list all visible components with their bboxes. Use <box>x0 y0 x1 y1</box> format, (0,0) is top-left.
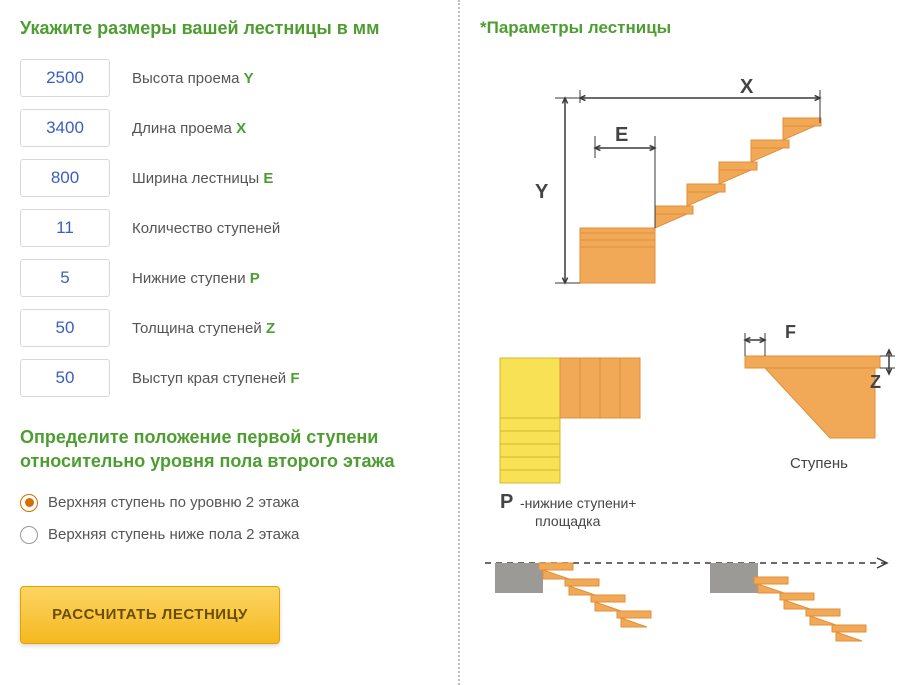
dimensions-title: Укажите размеры вашей лестницы в мм <box>20 18 438 39</box>
radio-icon <box>20 526 38 544</box>
letter-P: P <box>250 270 260 287</box>
radio-icon <box>20 494 38 512</box>
right-panel: *Параметры лестницы X E Y F Z Ступень P -нижние… <box>460 0 922 685</box>
radio-label: Верхняя ступень по уровню 2 этажа <box>48 494 299 511</box>
field-row-Y: Высота проема Y <box>20 59 438 97</box>
calculate-button[interactable]: РАССЧИТАТЬ ЛЕСТНИЦУ <box>20 586 280 644</box>
label-E: Ширина лестницы E <box>132 170 273 187</box>
stair-diagram: X E Y F Z Ступень P -нижние ступени+ площадка <box>480 58 900 668</box>
radio-option-1[interactable]: Верхняя ступень ниже пола 2 этажа <box>20 526 438 544</box>
label-F: Выступ края ступеней F <box>132 370 300 387</box>
svg-text:F: F <box>785 322 796 342</box>
position-title: Определите положение первой ступени отно… <box>20 425 438 474</box>
field-row-Z: Толщина ступеней Z <box>20 309 438 347</box>
input-X[interactable] <box>20 109 110 147</box>
field-row-X: Длина проема X <box>20 109 438 147</box>
svg-text:Z: Z <box>870 372 881 392</box>
svg-text:-нижние ступени+: -нижние ступени+ <box>520 495 636 511</box>
label-Z: Толщина ступеней Z <box>132 320 275 337</box>
fields-container: Высота проема Y Длина проема X Ширина лест… <box>20 59 438 397</box>
svg-text:площадка: площадка <box>535 513 601 529</box>
label-X: Длина проема X <box>132 120 246 137</box>
field-row-F: Выступ края ступеней F <box>20 359 438 397</box>
input-F[interactable] <box>20 359 110 397</box>
svg-text:E: E <box>615 124 628 146</box>
diagram-area: X E Y F Z Ступень P -нижние ступени+ площадка <box>480 58 902 678</box>
left-panel: Укажите размеры вашей лестницы в мм Высо… <box>0 0 460 685</box>
svg-text:Y: Y <box>535 181 549 203</box>
input-Z[interactable] <box>20 309 110 347</box>
field-row-E: Ширина лестницы E <box>20 159 438 197</box>
letter-Y: Y <box>244 70 254 87</box>
input-E[interactable] <box>20 159 110 197</box>
input-Y[interactable] <box>20 59 110 97</box>
letter-E: E <box>263 170 273 187</box>
svg-text:P: P <box>500 491 513 513</box>
input-N[interactable] <box>20 209 110 247</box>
params-title: *Параметры лестницы <box>480 18 902 38</box>
field-row-N: Количество ступеней <box>20 209 438 247</box>
label-P: Нижние ступени P <box>132 270 260 287</box>
label-Y: Высота проема Y <box>132 70 254 87</box>
letter-Z: Z <box>266 320 275 337</box>
svg-text:Ступень: Ступень <box>790 455 848 472</box>
input-P[interactable] <box>20 259 110 297</box>
label-N: Количество ступеней <box>132 220 280 237</box>
letter-F: F <box>290 370 299 387</box>
field-row-P: Нижние ступени P <box>20 259 438 297</box>
letter-X: X <box>236 120 246 137</box>
svg-text:X: X <box>740 76 754 98</box>
radio-option-0[interactable]: Верхняя ступень по уровню 2 этажа <box>20 494 438 512</box>
radio-label: Верхняя ступень ниже пола 2 этажа <box>48 526 299 543</box>
radios-container: Верхняя ступень по уровню 2 этажа Верхняя… <box>20 494 438 544</box>
